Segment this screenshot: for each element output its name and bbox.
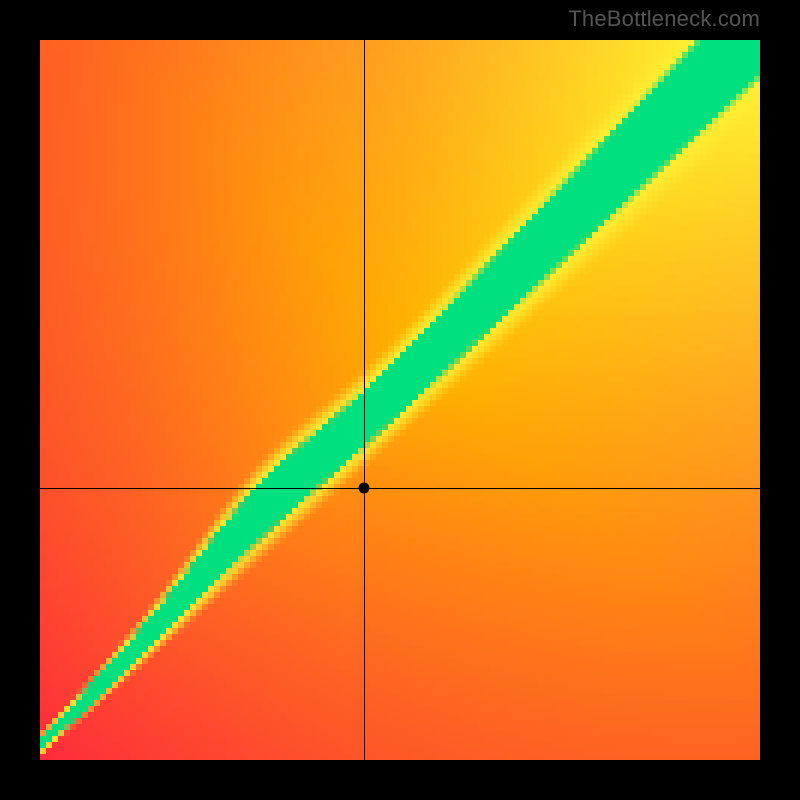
- crosshair-vertical: [364, 40, 365, 760]
- marker-dot: [359, 482, 370, 493]
- heatmap-canvas: [40, 40, 760, 760]
- crosshair-horizontal: [40, 488, 760, 489]
- watermark: TheBottleneck.com: [568, 6, 760, 32]
- heatmap-plot: [40, 40, 760, 760]
